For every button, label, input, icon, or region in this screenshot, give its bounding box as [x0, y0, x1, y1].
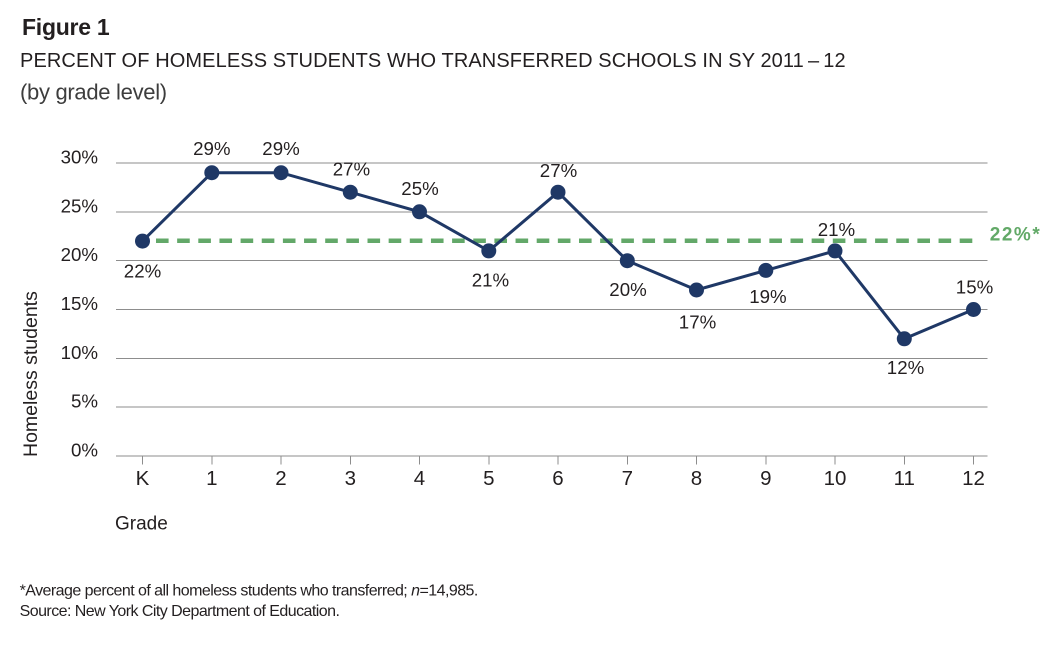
svg-text:Source: New York City Departme: Source: New York City Department of Educ…: [20, 603, 340, 620]
svg-text:*Average percent of all homele: *Average percent of all homeless student…: [20, 583, 478, 600]
svg-text:5: 5: [483, 467, 494, 490]
svg-text:Homeless students: Homeless students: [20, 291, 42, 457]
svg-text:22%*: 22%*: [990, 224, 1041, 245]
svg-text:4: 4: [414, 467, 425, 490]
svg-text:27%: 27%: [540, 160, 577, 181]
svg-text:Grade: Grade: [115, 513, 168, 534]
svg-text:22%: 22%: [124, 261, 161, 282]
svg-text:12: 12: [962, 467, 985, 490]
svg-text:27%: 27%: [333, 159, 370, 180]
svg-text:0%: 0%: [71, 440, 98, 461]
svg-text:15%: 15%: [61, 293, 98, 314]
svg-text:30%: 30%: [61, 147, 98, 168]
svg-text:(by grade level): (by grade level): [20, 79, 167, 104]
svg-text:20%: 20%: [609, 279, 646, 300]
svg-text:10: 10: [824, 467, 847, 490]
svg-text:6: 6: [552, 467, 563, 490]
svg-text:29%: 29%: [193, 138, 230, 159]
svg-text:12%: 12%: [887, 357, 924, 378]
svg-text:1: 1: [206, 467, 217, 490]
svg-text:21%: 21%: [818, 219, 855, 240]
svg-text:10%: 10%: [61, 342, 98, 363]
svg-text:5%: 5%: [71, 391, 98, 412]
svg-text:2: 2: [275, 467, 286, 490]
svg-text:K: K: [136, 467, 150, 490]
svg-text:Figure 1: Figure 1: [22, 14, 110, 40]
svg-text:17%: 17%: [679, 311, 716, 332]
svg-text:PERCENT OF HOMELESS STUDENTS W: PERCENT OF HOMELESS STUDENTS WHO TRANSFE…: [20, 50, 846, 72]
svg-text:9: 9: [760, 467, 771, 490]
svg-text:25%: 25%: [401, 178, 438, 199]
svg-text:25%: 25%: [61, 195, 98, 216]
svg-text:15%: 15%: [956, 276, 993, 297]
svg-text:7: 7: [622, 467, 633, 490]
svg-text:21%: 21%: [472, 270, 509, 291]
svg-text:3: 3: [345, 467, 356, 490]
svg-text:8: 8: [691, 467, 702, 490]
svg-text:19%: 19%: [749, 286, 786, 307]
svg-text:20%: 20%: [61, 244, 98, 265]
svg-text:11: 11: [894, 467, 915, 490]
svg-text:29%: 29%: [262, 138, 299, 159]
